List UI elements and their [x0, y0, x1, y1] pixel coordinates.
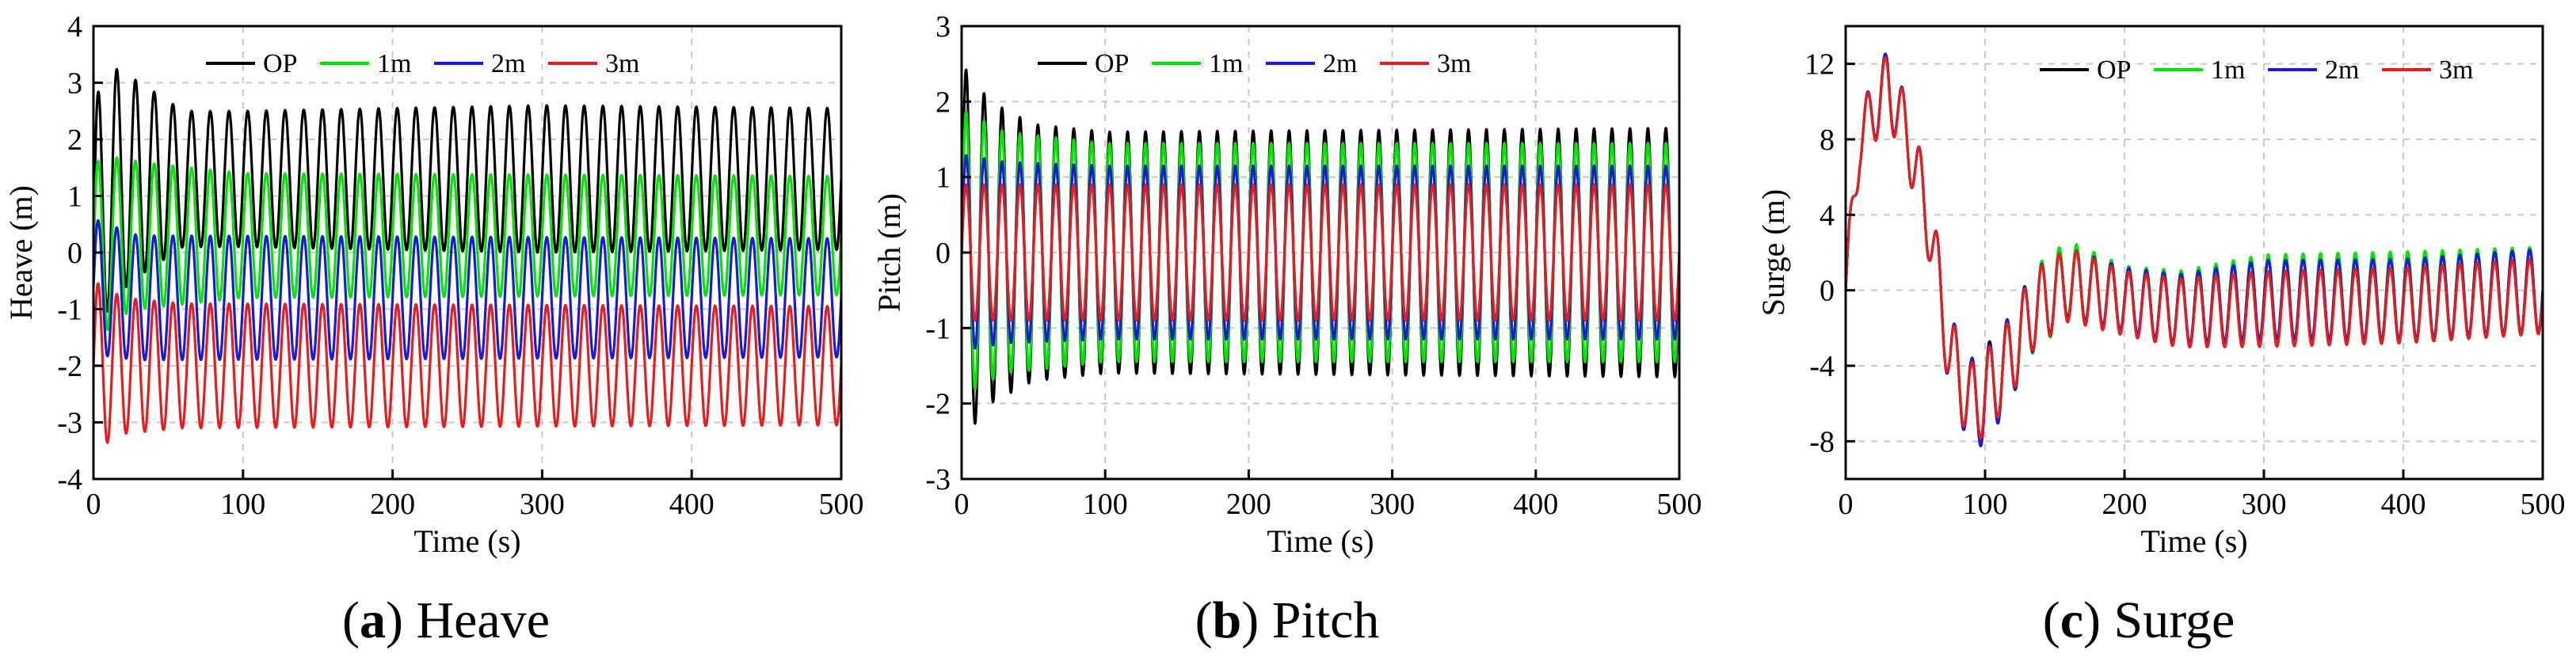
pitch-series-3m — [962, 183, 1679, 322]
surge-y-tick-label: 0 — [1820, 275, 1835, 308]
heave-y-tick-label: -1 — [57, 294, 82, 327]
surge-legend: OP 1m 2m 3m — [2040, 55, 2473, 85]
pitch-y-tick-label: -1 — [925, 312, 951, 345]
legend-label-3m: 3m — [1437, 49, 1471, 78]
heave-series-3m — [93, 282, 841, 444]
heave-y-tick-label: -2 — [57, 350, 82, 383]
legend-label-1m: 1m — [377, 49, 411, 78]
legend-label-1m: 1m — [1209, 49, 1243, 78]
caption-pitch: (b) Pitch — [1195, 591, 1380, 649]
surge-x-tick-label: 500 — [2521, 488, 2566, 521]
heave-series-op — [93, 67, 841, 314]
heave-y-tick-label: 1 — [67, 181, 82, 214]
pitch-x-tick-label: 400 — [1513, 488, 1558, 521]
pitch-y-axis-label: Pitch (m) — [871, 193, 907, 312]
surge-panel: 0 100 200 300 400 500 -8 -4 0 4 8 12 Time (s) Surge (… — [1755, 25, 2566, 559]
legend-label-2m: 2m — [1323, 49, 1357, 78]
heave-x-tick-label: 500 — [819, 488, 864, 521]
pitch-x-tick-label: 300 — [1370, 488, 1415, 521]
surge-y-tick-label: 8 — [1820, 124, 1835, 157]
pitch-y-tick-label: 0 — [936, 237, 951, 270]
pitch-y-tick-label: 3 — [936, 10, 951, 44]
heave-y-tick-label: 2 — [67, 124, 82, 157]
heave-x-tick-label: 0 — [86, 488, 101, 521]
pitch-panel: 0 100 200 300 400 500 -3 -2 -1 0 1 2 3 Time (s) Pitch … — [871, 10, 1702, 559]
surge-series-3m — [1846, 55, 2543, 440]
surge-x-tick-label: 400 — [2381, 488, 2426, 521]
heave-x-tick-label: 200 — [370, 488, 415, 521]
legend-label-op: OP — [263, 49, 297, 78]
caption-heave: (a) Heave — [342, 591, 550, 649]
surge-series-2m — [1846, 52, 2543, 447]
legend-label-3m: 3m — [2439, 55, 2473, 85]
surge-x-tick-label: 100 — [1963, 488, 2008, 521]
caption-surge: (c) Surge — [2043, 591, 2235, 649]
heave-x-axis-label: Time (s) — [413, 523, 520, 559]
heave-x-tick-label: 400 — [669, 488, 714, 521]
surge-y-tick-label: -4 — [1809, 350, 1835, 383]
heave-series-1m — [93, 156, 841, 332]
pitch-legend: OP 1m 2m 3m — [1038, 49, 1471, 78]
legend-label-2m: 2m — [491, 49, 525, 78]
pitch-y-tick-label: 2 — [936, 86, 951, 119]
pitch-y-tick-label: -3 — [925, 463, 951, 496]
surge-y-tick-label: 12 — [1804, 48, 1835, 82]
surge-y-axis-label: Surge (m) — [1755, 189, 1791, 316]
heave-x-tick-label: 100 — [220, 488, 265, 521]
pitch-x-axis-label: Time (s) — [1267, 523, 1374, 559]
heave-y-tick-label: 3 — [67, 67, 82, 101]
surge-x-tick-label: 200 — [2102, 488, 2147, 521]
surge-x-tick-label: 300 — [2242, 488, 2287, 521]
pitch-x-tick-label: 100 — [1083, 488, 1128, 521]
surge-series-1m — [1846, 52, 2543, 442]
heave-x-tick-label: 300 — [520, 488, 565, 521]
heave-series-2m — [93, 219, 841, 362]
legend-label-2m: 2m — [2325, 55, 2359, 85]
surge-x-tick-label: 0 — [1839, 488, 1854, 521]
heave-y-tick-label: 4 — [67, 10, 82, 44]
surge-y-tick-label: 4 — [1820, 199, 1835, 232]
heave-y-tick-label: 0 — [67, 237, 82, 270]
pitch-x-tick-label: 200 — [1226, 488, 1271, 521]
surge-y-tick-label: -8 — [1809, 425, 1835, 458]
legend-label-op: OP — [2097, 55, 2131, 85]
heave-y-axis-label: Heave (m) — [3, 185, 39, 320]
surge-axes-frame — [1844, 25, 2544, 481]
legend-label-3m: 3m — [605, 49, 639, 78]
heave-legend: OP 1m 2m 3m — [206, 49, 639, 78]
legend-label-op: OP — [1095, 49, 1129, 78]
surge-series-op — [1846, 52, 2543, 445]
pitch-y-tick-label: 1 — [936, 162, 951, 195]
legend-label-1m: 1m — [2211, 55, 2245, 85]
heave-panel: 0 100 200 300 400 500 -4 -3 -2 -1 0 1 2 3 4 Time (s) Hea… — [3, 10, 864, 559]
heave-y-tick-label: -3 — [57, 407, 82, 440]
surge-x-axis-label: Time (s) — [2140, 523, 2247, 559]
pitch-x-tick-label: 500 — [1657, 488, 1702, 521]
pitch-y-tick-label: -2 — [925, 388, 951, 421]
pitch-x-tick-label: 0 — [955, 488, 970, 521]
heave-y-tick-label: -4 — [57, 463, 82, 496]
